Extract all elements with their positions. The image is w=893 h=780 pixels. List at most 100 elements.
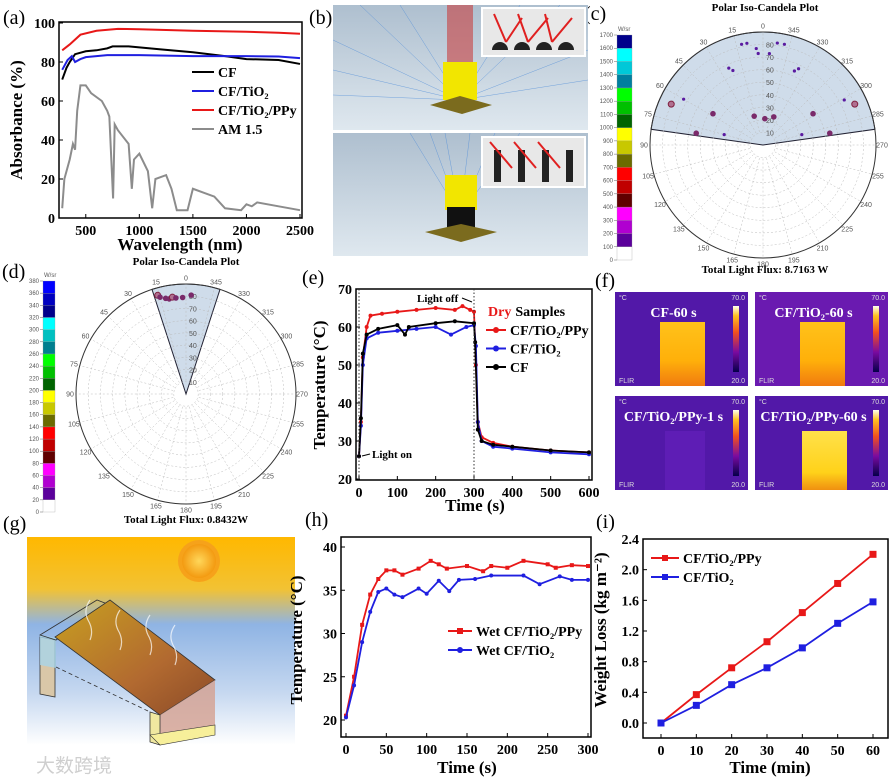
radial-label: 70	[189, 306, 197, 313]
legend-label: CF	[510, 361, 529, 376]
grid-spoke	[772, 64, 844, 136]
radial-label: 80	[189, 294, 197, 301]
data-point	[380, 311, 384, 316]
heated-sample	[800, 322, 845, 386]
colorbar-tick-label: 100	[29, 449, 40, 455]
angle-label: 255	[872, 173, 884, 180]
data-point	[521, 558, 526, 563]
grid-spoke	[192, 298, 242, 383]
angle-label: 120	[80, 450, 92, 457]
data-point	[587, 450, 591, 455]
angle-label: 30	[124, 291, 132, 298]
data-point	[433, 306, 438, 310]
colorbar-segment	[616, 180, 633, 194]
angle-label: 240	[860, 202, 872, 209]
polar-outline	[75, 283, 297, 505]
angle-label: 0	[184, 276, 188, 283]
data-point	[368, 592, 373, 597]
y-tick-label: 60	[338, 321, 352, 336]
series-1: Wet CF/TiO₂	[344, 573, 590, 720]
thermal-max: 70.0	[871, 399, 885, 406]
data-point	[521, 573, 526, 578]
intensity-point	[731, 68, 735, 73]
grid-ring	[161, 369, 211, 419]
y-tick-label: 2.0	[622, 564, 640, 579]
temperature-scale	[733, 306, 739, 372]
intensity-point	[157, 294, 163, 300]
y-tick-label: 1.2	[622, 625, 640, 640]
data-point	[473, 577, 478, 582]
colorbar-tick-label: 180	[29, 401, 40, 407]
y-tick-label: 40	[41, 134, 55, 149]
intensity-point	[173, 295, 179, 301]
flir-logo: FLIR	[759, 378, 774, 385]
data-point	[444, 566, 449, 571]
colorbar-tick-label: 300	[603, 218, 614, 224]
colorbar-tick-label: 0	[36, 510, 40, 516]
flir-logo: FLIR	[619, 482, 634, 489]
colorbar-tick-label: 60	[32, 474, 39, 480]
data-point	[447, 589, 452, 594]
data-point	[586, 577, 590, 582]
data-point	[553, 565, 558, 570]
grid-spoke	[665, 88, 752, 139]
heated-sample	[802, 431, 847, 490]
data-point	[763, 638, 771, 646]
panel-b-ray-trace-images	[332, 4, 589, 256]
y-tick-label: 70	[338, 283, 352, 298]
thermal-min: 20.0	[731, 482, 745, 489]
radial-label: 20	[766, 118, 774, 125]
angle-label: 285	[872, 112, 884, 119]
grid-ring	[173, 381, 199, 407]
angle-label: 105	[642, 173, 654, 180]
colorbar: 0 100 200 300 400 500 600 700 800 900 1000 1100 1200…	[600, 27, 633, 264]
series-line	[61, 27, 301, 52]
radial-label: 50	[766, 80, 774, 87]
colorbar-segment	[42, 499, 56, 513]
y-tick-label: 35	[323, 584, 337, 599]
colorbar-segment	[616, 193, 633, 208]
grid-ring	[674, 56, 852, 234]
y-axis-label: Absorbance (%)	[7, 60, 26, 179]
plot-frame	[340, 536, 592, 738]
data-point	[414, 326, 419, 331]
data-point	[403, 332, 407, 337]
x-tick-label: 600	[579, 486, 600, 501]
angle-label: 210	[817, 246, 829, 253]
angle-label: 195	[210, 504, 222, 511]
grid-ring	[136, 344, 236, 444]
colorbar-tick-label: 280	[29, 340, 40, 346]
legend-label: Wet CF/TiO₂/PPy	[476, 625, 582, 640]
intensity-point	[796, 67, 801, 71]
polar-chart-c: 0 15 30 45 60 75 90 105 120 135 150 165 180 195 210 225…	[600, 2, 888, 276]
intensity-point	[842, 98, 846, 102]
x-tick-label: 50	[831, 744, 845, 759]
grid-spoke	[776, 148, 873, 175]
series-line	[660, 601, 874, 724]
colorbar-tick-label: 1100	[600, 112, 614, 118]
colorbar-tick-label: 700	[603, 165, 614, 171]
angle-label: 210	[238, 492, 250, 499]
data-point	[433, 325, 438, 329]
angle-label: 120	[654, 202, 666, 209]
angle-label: 315	[841, 58, 853, 65]
data-point	[364, 325, 369, 329]
annotation-arrow	[461, 297, 473, 303]
data-point	[475, 427, 480, 432]
radial-label: 70	[766, 55, 774, 62]
polar-outline	[649, 31, 877, 259]
intensity-point	[179, 294, 186, 301]
grid-ring	[124, 332, 248, 456]
y-tick-label: 1.6	[622, 594, 640, 609]
x-axis-label: Wavelength (nm)	[117, 235, 242, 254]
data-point	[728, 681, 736, 689]
intensity-point	[826, 130, 833, 137]
radial-label: 60	[189, 319, 197, 326]
angle-label: 270	[296, 392, 308, 399]
colorbar-segment	[616, 87, 633, 102]
colorbar-segment	[616, 114, 633, 128]
data-point	[510, 444, 515, 449]
colorbar-tick-label: 900	[603, 139, 614, 145]
data-point	[352, 674, 357, 679]
data-point	[586, 564, 590, 569]
